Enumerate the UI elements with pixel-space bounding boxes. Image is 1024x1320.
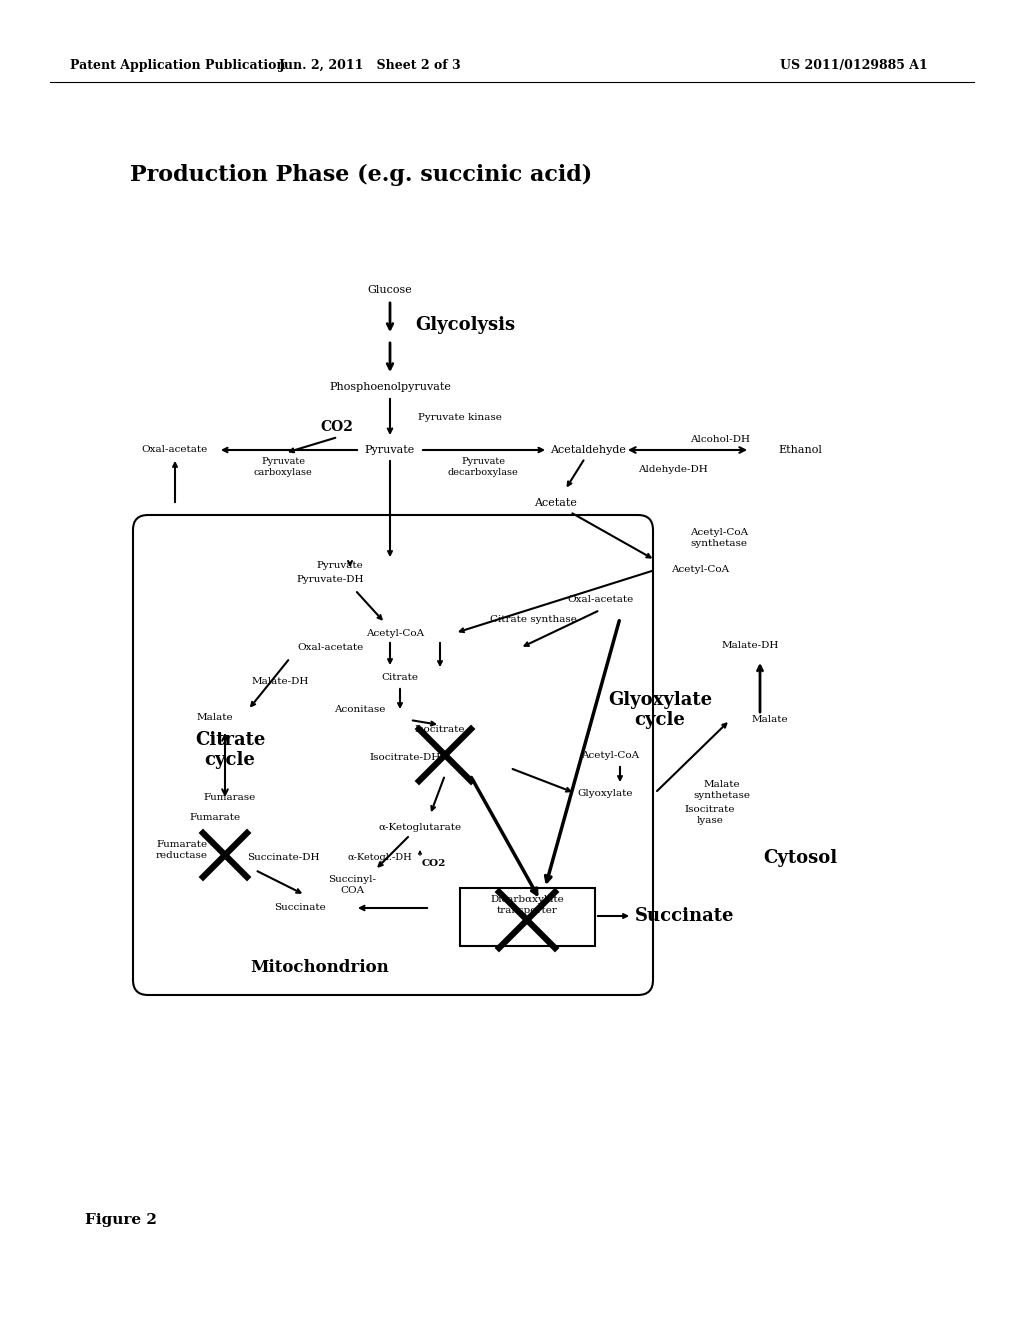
- Text: Glycolysis: Glycolysis: [415, 315, 515, 334]
- Text: Succinate-DH: Succinate-DH: [247, 854, 319, 862]
- Text: Figure 2: Figure 2: [85, 1213, 157, 1228]
- Text: Citrate
cycle: Citrate cycle: [195, 730, 265, 770]
- Text: Fumarate
reductase: Fumarate reductase: [156, 841, 208, 859]
- Text: Pyruvate: Pyruvate: [316, 561, 364, 569]
- Text: Jun. 2, 2011   Sheet 2 of 3: Jun. 2, 2011 Sheet 2 of 3: [279, 58, 462, 71]
- Text: Oxal-acetate: Oxal-acetate: [142, 446, 208, 454]
- Text: Acetyl-CoA: Acetyl-CoA: [671, 565, 729, 574]
- Text: Malate: Malate: [752, 715, 788, 725]
- Text: α-Ketoglutarate: α-Ketoglutarate: [379, 824, 462, 833]
- Text: Citrate synthase: Citrate synthase: [490, 615, 577, 624]
- Text: Glyoxylate
cycle: Glyoxylate cycle: [608, 690, 712, 730]
- Text: Pyruvate kinase: Pyruvate kinase: [418, 412, 502, 421]
- Text: Patent Application Publication: Patent Application Publication: [70, 58, 286, 71]
- Text: Isocitrate: Isocitrate: [415, 726, 465, 734]
- Text: Malate: Malate: [197, 714, 233, 722]
- Text: Aldehyde-DH: Aldehyde-DH: [638, 466, 708, 474]
- Text: Glucose: Glucose: [368, 285, 413, 294]
- Text: Aconitase: Aconitase: [334, 705, 386, 714]
- Text: Glyoxylate: Glyoxylate: [578, 788, 633, 797]
- Text: Acetaldehyde: Acetaldehyde: [550, 445, 626, 455]
- Text: Mitochondrion: Mitochondrion: [251, 960, 389, 977]
- Text: Citrate: Citrate: [382, 673, 419, 682]
- Text: Malate-DH: Malate-DH: [721, 640, 778, 649]
- Text: Phosphoenolpyruvate: Phosphoenolpyruvate: [329, 381, 451, 392]
- Text: Fumarate: Fumarate: [189, 813, 241, 822]
- Text: Isocitrate-DH: Isocitrate-DH: [370, 754, 440, 763]
- Text: Fumarase: Fumarase: [204, 793, 256, 803]
- Text: Cytosol: Cytosol: [763, 849, 837, 867]
- Text: Malate
synthetase: Malate synthetase: [693, 780, 751, 800]
- Text: Oxal-acetate: Oxal-acetate: [567, 595, 633, 605]
- Text: Acetyl-CoA: Acetyl-CoA: [581, 751, 639, 759]
- Text: Ethanol: Ethanol: [778, 445, 822, 455]
- Bar: [460, 888, 595, 946]
- Text: Alcohol-DH: Alcohol-DH: [690, 436, 750, 445]
- Text: Pyruvate
decarboxylase: Pyruvate decarboxylase: [447, 457, 518, 477]
- Text: α-Ketogl.-DH: α-Ketogl.-DH: [347, 854, 413, 862]
- Text: Isocitrate
lyase: Isocitrate lyase: [685, 805, 735, 825]
- Text: Dicarbαxylate
transporter: Dicarbαxylate transporter: [490, 895, 564, 915]
- Text: Malate-DH: Malate-DH: [251, 677, 308, 686]
- Text: CO2: CO2: [319, 420, 353, 434]
- Text: Acetyl-CoA
synthetase: Acetyl-CoA synthetase: [690, 528, 749, 548]
- Text: Pyruvate
carboxylase: Pyruvate carboxylase: [254, 457, 312, 477]
- Text: Succinate: Succinate: [274, 903, 326, 912]
- Text: Oxal-acetate: Oxal-acetate: [297, 644, 364, 652]
- Text: Pyruvate-DH: Pyruvate-DH: [296, 576, 364, 585]
- Text: CO2: CO2: [422, 858, 446, 867]
- Text: Succinyl-
COA: Succinyl- COA: [328, 875, 376, 895]
- Text: Acetyl-CoA: Acetyl-CoA: [366, 628, 424, 638]
- Text: Acetate: Acetate: [534, 498, 577, 508]
- Text: Production Phase (e.g. succinic acid): Production Phase (e.g. succinic acid): [130, 164, 592, 186]
- Text: Pyruvate: Pyruvate: [365, 445, 415, 455]
- Text: US 2011/0129885 A1: US 2011/0129885 A1: [780, 58, 928, 71]
- Text: Succinate: Succinate: [635, 907, 734, 925]
